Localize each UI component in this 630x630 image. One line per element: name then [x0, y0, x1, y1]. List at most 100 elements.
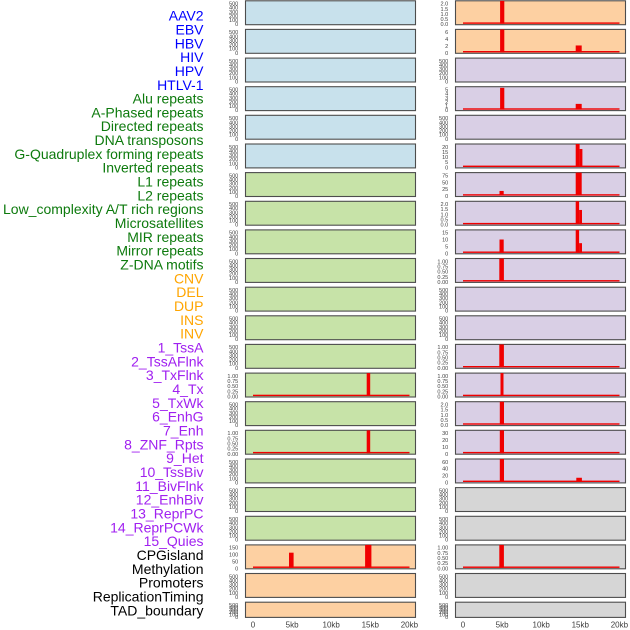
- svg-text:0: 0: [235, 280, 238, 286]
- svg-text:1.00: 1.00: [437, 546, 448, 552]
- svg-text:400: 400: [229, 120, 238, 126]
- svg-text:200: 200: [229, 415, 238, 421]
- svg-text:0: 0: [235, 22, 238, 28]
- svg-text:100: 100: [229, 190, 238, 196]
- svg-text:0: 0: [235, 79, 238, 85]
- svg-text:200: 200: [229, 300, 238, 306]
- svg-text:100: 100: [229, 161, 238, 167]
- svg-text:500: 500: [229, 288, 238, 294]
- svg-text:150: 150: [229, 546, 238, 552]
- svg-text:100: 100: [229, 591, 238, 597]
- svg-text:4: 4: [445, 92, 448, 98]
- svg-text:100: 100: [439, 612, 448, 618]
- svg-text:400: 400: [229, 493, 238, 499]
- svg-text:0: 0: [235, 595, 238, 601]
- svg-text:INV: INV: [180, 326, 204, 342]
- svg-text:100: 100: [229, 419, 238, 425]
- svg-text:HPV: HPV: [175, 63, 204, 79]
- svg-text:300: 300: [439, 583, 448, 589]
- svg-text:0: 0: [235, 566, 238, 572]
- svg-text:100: 100: [229, 219, 238, 225]
- svg-text:0: 0: [235, 538, 238, 544]
- svg-text:300: 300: [229, 96, 238, 102]
- svg-text:0.00: 0.00: [437, 366, 448, 372]
- svg-text:100: 100: [229, 247, 238, 253]
- svg-text:400: 400: [229, 63, 238, 69]
- svg-text:100: 100: [229, 553, 238, 559]
- svg-text:0.00: 0.00: [437, 394, 448, 400]
- svg-text:DNA transposons: DNA transposons: [95, 132, 204, 148]
- svg-text:500: 500: [229, 574, 238, 580]
- svg-text:400: 400: [439, 120, 448, 126]
- svg-text:500: 500: [229, 403, 238, 409]
- svg-text:0.25: 0.25: [227, 447, 238, 453]
- svg-text:10: 10: [442, 445, 448, 451]
- svg-text:5: 5: [445, 88, 448, 94]
- svg-text:MIR repeats: MIR repeats: [127, 229, 203, 245]
- svg-text:0.50: 0.50: [227, 384, 238, 390]
- svg-text:EBV: EBV: [175, 21, 204, 37]
- svg-text:10kb: 10kb: [533, 621, 551, 630]
- svg-text:300: 300: [439, 525, 448, 531]
- svg-text:200: 200: [439, 329, 448, 335]
- svg-text:500: 500: [229, 488, 238, 494]
- svg-text:500: 500: [229, 231, 238, 237]
- svg-text:0.50: 0.50: [437, 356, 448, 362]
- svg-text:HBV: HBV: [175, 35, 204, 51]
- svg-text:11_BivFlnk: 11_BivFlnk: [135, 478, 204, 494]
- svg-text:Inverted repeats: Inverted repeats: [102, 160, 203, 176]
- svg-text:100: 100: [229, 104, 238, 110]
- svg-text:0: 0: [445, 452, 448, 458]
- svg-text:HIV: HIV: [180, 49, 204, 65]
- svg-text:100: 100: [439, 133, 448, 139]
- svg-text:HTLV-1: HTLV-1: [157, 77, 204, 93]
- svg-text:0: 0: [235, 223, 238, 229]
- svg-text:200: 200: [229, 529, 238, 535]
- svg-text:0: 0: [235, 165, 238, 171]
- svg-text:300: 300: [439, 497, 448, 503]
- svg-text:300: 300: [229, 583, 238, 589]
- svg-text:500: 500: [229, 145, 238, 151]
- svg-text:300: 300: [229, 268, 238, 274]
- svg-text:0.5: 0.5: [441, 17, 449, 23]
- svg-text:60: 60: [442, 460, 448, 466]
- svg-text:0: 0: [235, 108, 238, 114]
- svg-text:300: 300: [229, 153, 238, 159]
- svg-text:TAD_boundary: TAD_boundary: [110, 602, 203, 618]
- svg-text:20: 20: [442, 438, 448, 444]
- svg-text:50: 50: [442, 180, 448, 186]
- svg-text:0: 0: [445, 194, 448, 200]
- svg-text:Microsatellites: Microsatellites: [115, 215, 204, 231]
- svg-text:100: 100: [229, 333, 238, 339]
- svg-text:0.00: 0.00: [437, 280, 448, 286]
- svg-text:0.75: 0.75: [227, 379, 238, 385]
- svg-text:300: 300: [229, 608, 238, 614]
- svg-text:1_TssA: 1_TssA: [158, 340, 205, 356]
- svg-text:200: 200: [229, 610, 238, 616]
- svg-text:400: 400: [229, 34, 238, 40]
- svg-text:200: 200: [439, 71, 448, 77]
- svg-text:400: 400: [229, 263, 238, 269]
- svg-text:500: 500: [439, 574, 448, 580]
- svg-text:400: 400: [229, 149, 238, 155]
- svg-text:0.25: 0.25: [437, 275, 448, 281]
- svg-text:100: 100: [229, 47, 238, 53]
- svg-text:500: 500: [229, 116, 238, 122]
- svg-text:200: 200: [229, 272, 238, 278]
- svg-text:100: 100: [229, 476, 238, 482]
- svg-text:100: 100: [229, 612, 238, 618]
- svg-text:300: 300: [229, 67, 238, 73]
- svg-text:300: 300: [229, 468, 238, 474]
- svg-text:400: 400: [439, 521, 448, 527]
- svg-text:0: 0: [235, 251, 238, 257]
- svg-text:200: 200: [439, 587, 448, 593]
- svg-text:0.75: 0.75: [437, 379, 448, 385]
- svg-text:100: 100: [229, 534, 238, 540]
- svg-text:400: 400: [229, 178, 238, 184]
- svg-text:0.50: 0.50: [437, 556, 448, 562]
- svg-text:INS: INS: [180, 312, 203, 328]
- svg-text:G-Quadruplex forming repeats: G-Quadruplex forming repeats: [14, 146, 203, 162]
- svg-text:10_TssBiv: 10_TssBiv: [140, 464, 204, 480]
- svg-text:0: 0: [235, 337, 238, 343]
- svg-text:200: 200: [229, 214, 238, 220]
